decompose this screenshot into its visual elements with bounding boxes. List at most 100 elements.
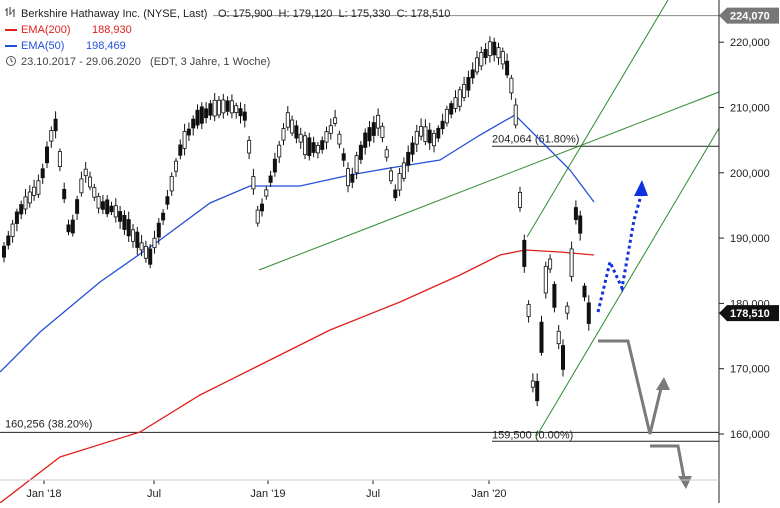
candle-body: [49, 130, 54, 142]
candle-body: [393, 189, 398, 199]
candle-body: [290, 119, 295, 134]
candle-body: [509, 77, 514, 94]
last-price-tag: 178,510: [730, 308, 770, 320]
candle-body: [40, 168, 45, 179]
ema-layer: [0, 114, 595, 504]
y-tick-label: 210,000: [730, 103, 770, 115]
candle-body: [53, 118, 58, 132]
y-tick-label: 200,000: [730, 168, 770, 180]
candle-body: [354, 155, 359, 174]
candle-body: [212, 99, 217, 117]
y-tick-label: 220,000: [730, 37, 770, 49]
candle-body: [62, 188, 67, 200]
candle-body: [371, 122, 376, 136]
candle-body: [427, 129, 432, 144]
x-tick-label: Jul: [147, 488, 161, 500]
candle-body: [156, 222, 161, 238]
breakdown-arrow-head: [678, 476, 692, 489]
candle-body: [173, 160, 178, 172]
candle-body: [178, 144, 183, 156]
date-range: 23.10.2017 - 29.06.2020 (EDT, 3 Jahre, 1…: [21, 56, 270, 68]
candle-body: [535, 380, 540, 402]
candle-body: [191, 118, 196, 129]
candle-body: [70, 219, 75, 234]
rebound-arrow-head: [656, 377, 670, 390]
candle-body: [565, 305, 570, 314]
x-axis: Jan '18 Jul Jan '19 Jul Jan '20: [0, 479, 719, 500]
candle-body: [505, 60, 510, 76]
x-tick-label: Jan '19: [250, 488, 285, 500]
candle-body: [130, 229, 135, 242]
candle-body: [208, 103, 213, 116]
candle-body: [582, 285, 587, 298]
candle-body: [388, 170, 393, 182]
bearish-projection-path: [598, 339, 664, 435]
candle-body: [556, 330, 561, 345]
candle-body: [419, 125, 424, 137]
candle-body: [367, 127, 372, 142]
candle-body: [561, 345, 566, 370]
candle-body: [552, 283, 557, 308]
candle-body: [444, 108, 449, 124]
candle-body: [328, 125, 333, 134]
candle-body: [462, 83, 467, 98]
channel-upper-trendline: [526, 0, 669, 238]
candle-body: [578, 215, 583, 234]
candle-body: [384, 149, 389, 158]
candle-body: [169, 175, 174, 192]
breakdown-projection-path: [650, 444, 686, 479]
candle-body: [100, 201, 105, 210]
candle-body: [32, 186, 37, 196]
candle-body: [518, 191, 523, 208]
candle-body: [126, 219, 131, 237]
candle-body: [522, 239, 527, 267]
candle-body: [27, 191, 32, 204]
candle-body: [539, 321, 544, 353]
candle-body: [14, 211, 19, 224]
candle-body: [204, 108, 209, 119]
candle-body: [161, 212, 166, 221]
candle-body: [255, 209, 260, 224]
candle-body: [195, 109, 200, 126]
candle-body: [453, 97, 458, 109]
candle-body: [358, 144, 363, 160]
candle-body: [19, 204, 24, 215]
candle-body: [526, 304, 531, 317]
candle-body: [277, 144, 282, 158]
candle-body: [139, 242, 144, 251]
candle-body: [423, 126, 428, 142]
candle-body: [341, 153, 346, 161]
candle-body: [6, 235, 11, 246]
candle-body: [406, 151, 411, 166]
candle-body: [543, 265, 548, 294]
candle-body: [113, 205, 118, 218]
y-tick-label: 160,000: [730, 429, 770, 441]
candle-body: [333, 117, 338, 124]
candle-body: [88, 176, 93, 188]
candle-body: [298, 133, 303, 143]
ref-price-tag: 224,070: [730, 11, 770, 23]
candle-body: [500, 51, 505, 65]
candle-body: [548, 258, 553, 270]
candle-body: [311, 142, 316, 153]
candle-body: [350, 174, 355, 183]
candle-body: [229, 100, 234, 114]
candle-body: [83, 168, 88, 177]
projection-layer: [596, 180, 692, 489]
bar-chart-icon: [5, 7, 15, 17]
candle-body: [397, 173, 402, 191]
candle-body: [376, 114, 381, 129]
ema50-line: [0, 114, 595, 373]
ema200-line: [0, 249, 595, 504]
candle-body: [496, 47, 501, 59]
candle-body: [264, 189, 269, 197]
ema50-value: 198,469: [86, 40, 126, 52]
candle-body: [105, 199, 110, 215]
candle-body: [96, 195, 101, 209]
level-label-618: 204,064 (61.80%): [492, 133, 579, 145]
candle-body: [45, 146, 50, 164]
candle-layer: [2, 36, 591, 407]
candle-body: [148, 248, 153, 265]
candle-body: [143, 245, 148, 259]
